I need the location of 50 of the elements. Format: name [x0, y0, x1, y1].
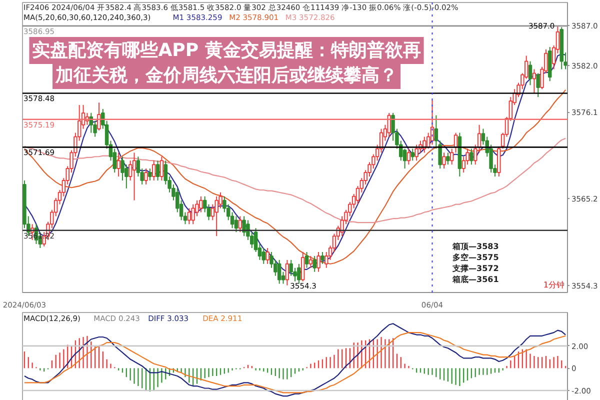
candlestick [442, 152, 446, 170]
candlestick [116, 152, 120, 177]
line-series [24, 332, 566, 394]
candlestick [308, 255, 313, 268]
text: 实盘配资有哪些APP 黄金交易提醒：特朗普欲再加征关税，金价周线六连阳后或继续攀高？ [32, 40, 421, 86]
candlestick [536, 72, 540, 98]
candlestick [132, 152, 136, 201]
candlestick [532, 68, 536, 94]
candlestick [156, 160, 160, 181]
candlestick [446, 152, 450, 166]
candlestick [285, 259, 290, 286]
annotation: 1分钟 [543, 280, 565, 290]
candlestick [262, 248, 266, 264]
candlestick [89, 112, 93, 134]
candlestick [324, 251, 328, 268]
candlestick [470, 148, 474, 166]
candlestick [191, 204, 195, 225]
candlestick [387, 112, 391, 138]
candlestick [144, 168, 148, 185]
candlestick [450, 148, 454, 166]
candlestick [148, 168, 152, 181]
candlestick [410, 148, 414, 162]
candlestick [297, 263, 301, 284]
candlestick [497, 146, 501, 177]
candlestick [266, 248, 270, 264]
candlestick [312, 255, 316, 272]
candlestick [112, 148, 117, 174]
candlestick [234, 216, 238, 233]
candlestick [176, 188, 180, 213]
candlestick [187, 208, 192, 225]
candlestick [238, 216, 242, 233]
annotation: 支撑—3572 [452, 264, 499, 273]
candlestick [152, 160, 156, 181]
candlestick [277, 259, 282, 284]
annotation: 箱顶—3583 [452, 242, 499, 251]
candlestick [300, 251, 305, 282]
candlestick [320, 251, 324, 264]
candlestick [242, 216, 246, 237]
candlestick [304, 251, 309, 268]
annotation: 箱底—3561 [452, 274, 500, 284]
annotation: 多空—3575 [452, 252, 500, 262]
candlestick [199, 196, 203, 213]
candlestick [528, 60, 532, 86]
line-series [24, 323, 566, 397]
candlestick [97, 102, 101, 131]
candlestick [160, 156, 164, 181]
candlestick [214, 196, 218, 237]
candlestick [406, 148, 411, 166]
candlestick [414, 144, 418, 162]
candlestick [316, 251, 320, 272]
